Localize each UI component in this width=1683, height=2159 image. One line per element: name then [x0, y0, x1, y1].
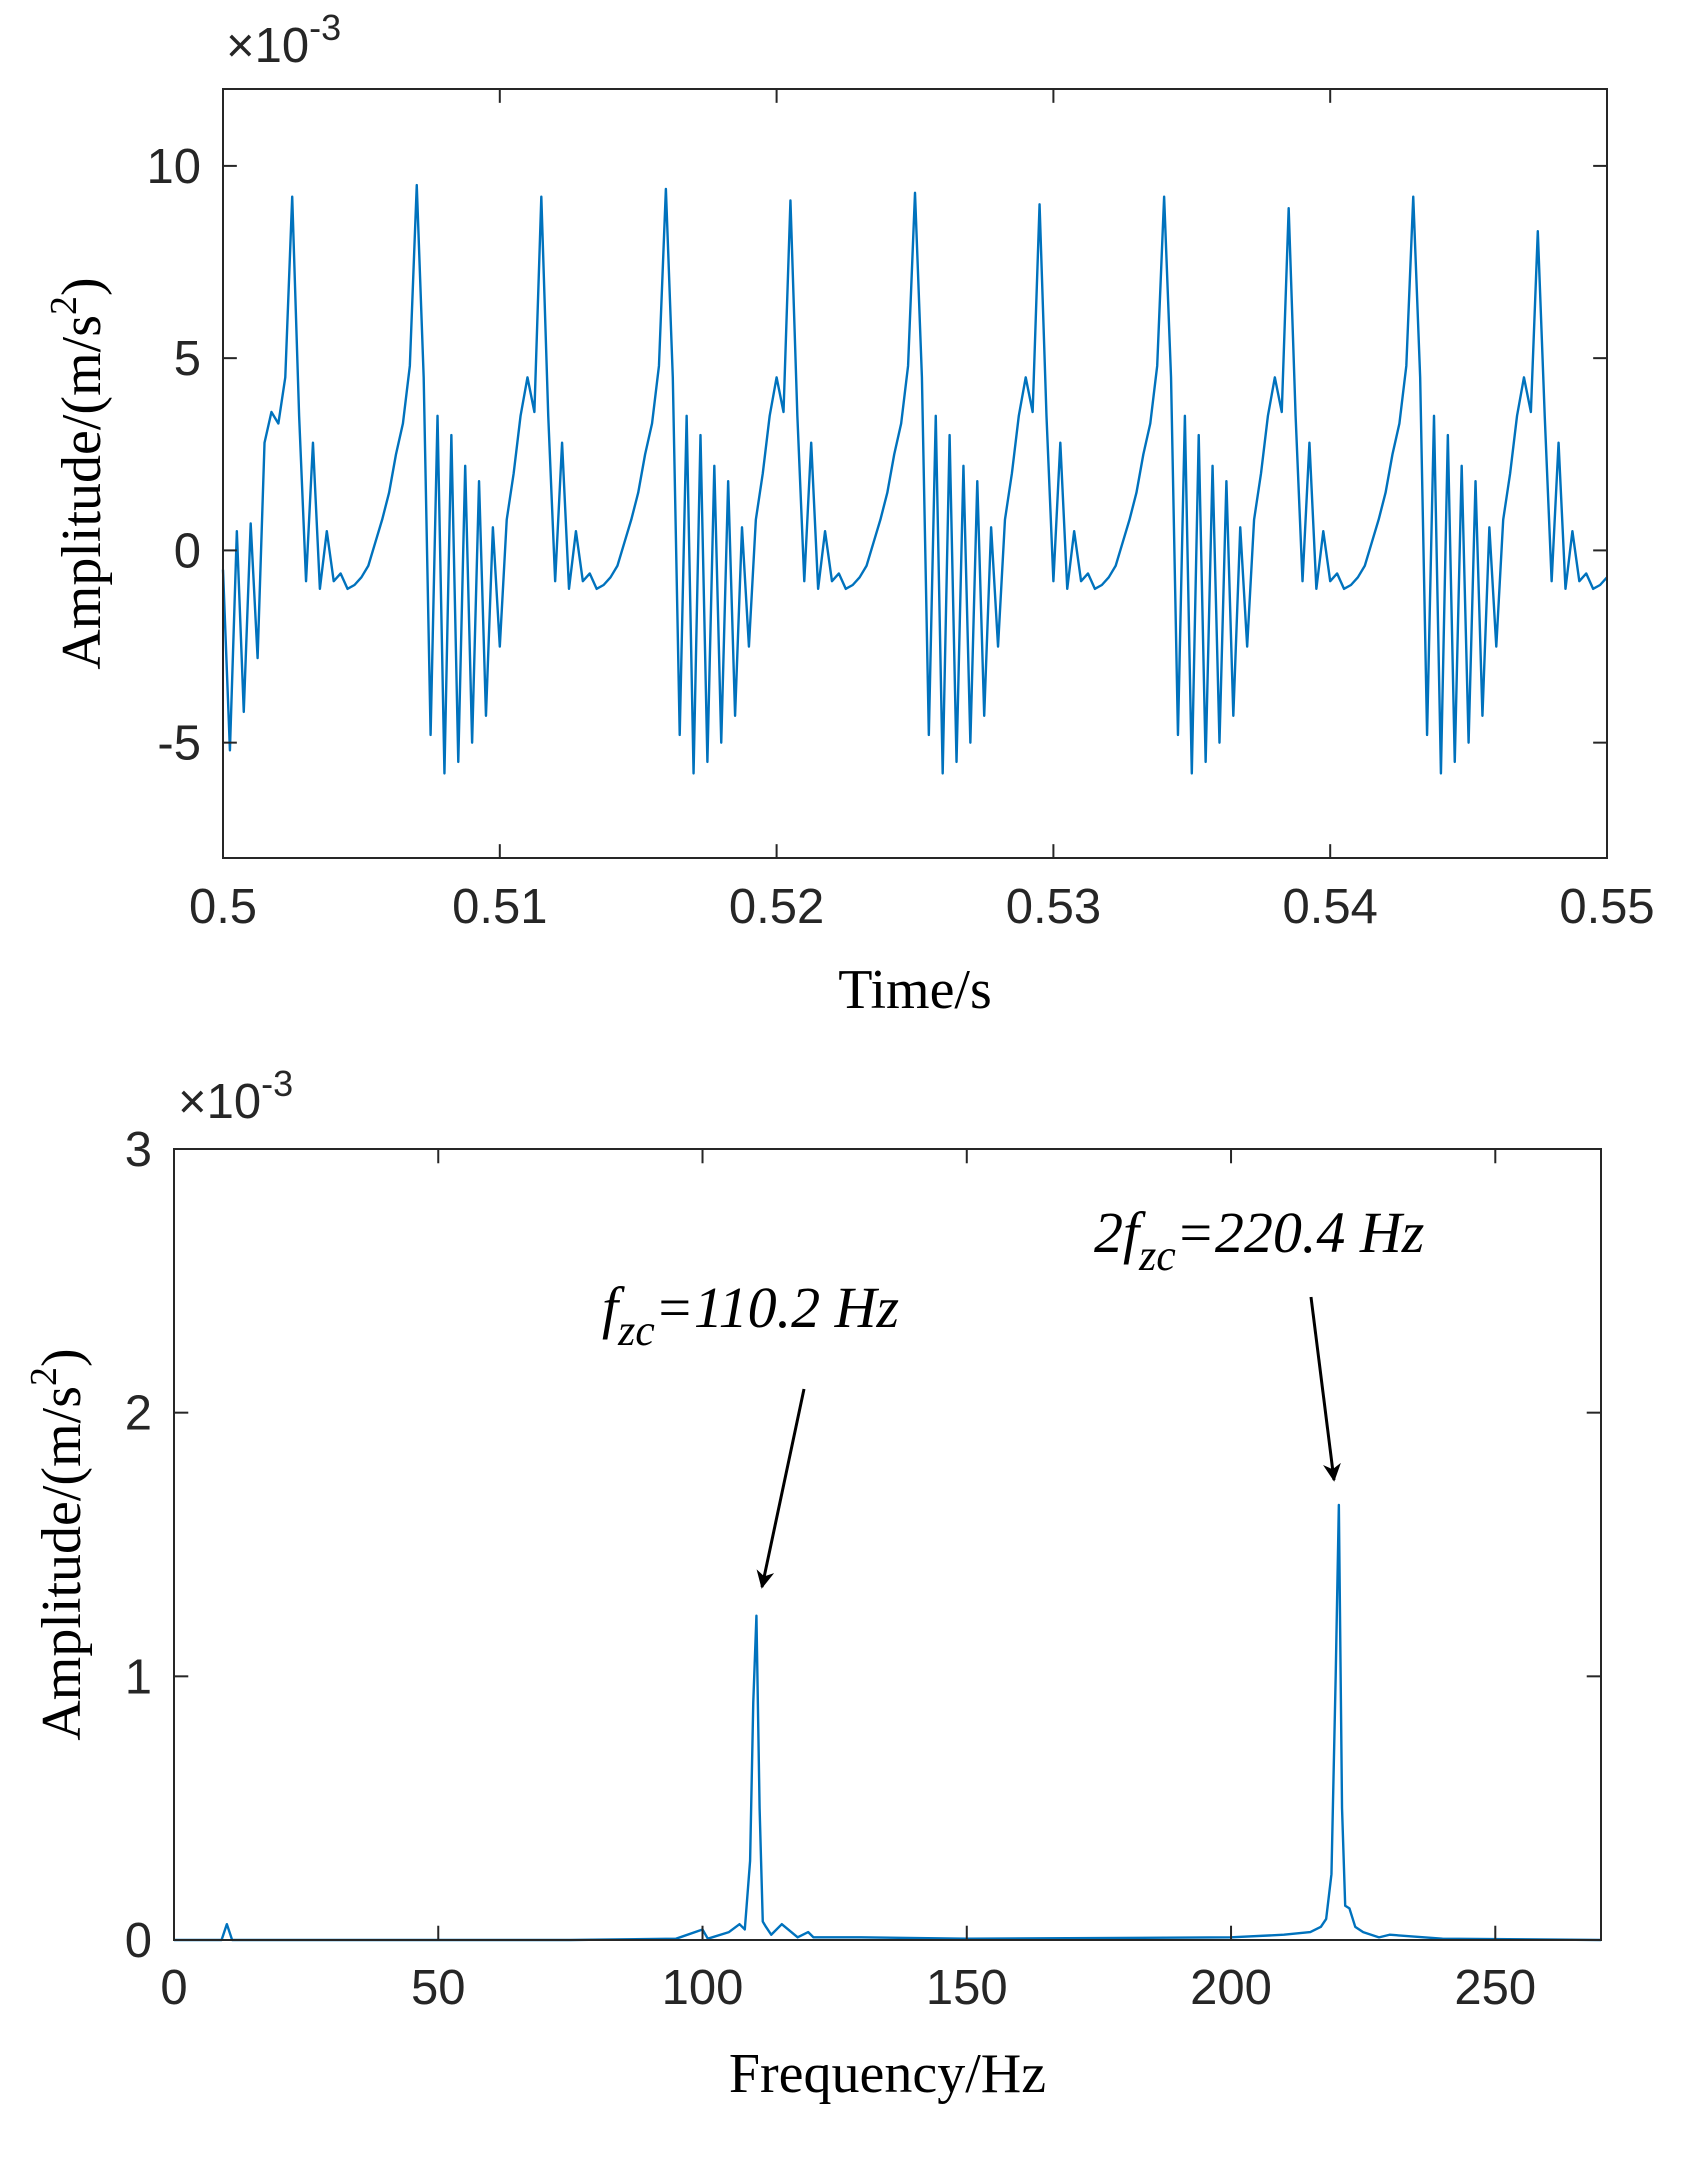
multiplier-base: ×10 [178, 1075, 261, 1129]
annotation: 2fzc=220.4 Hz [1094, 1200, 1424, 1280]
annotation: fzc=110.2 Hz [602, 1275, 899, 1355]
x-tick-label: 0.53 [1006, 880, 1101, 934]
data-line [221, 183, 1608, 775]
y-tick-label: 0 [174, 524, 201, 578]
plot-area [174, 1149, 1601, 1940]
y-tick-label: 1 [125, 1650, 152, 1704]
annotation-rest: =220.4 Hz [1176, 1200, 1425, 1265]
annotation-rest: =110.2 Hz [655, 1275, 899, 1340]
x-tick-label: 0.51 [452, 880, 547, 934]
y-axis-label: Amplitude/(m/s2) [23, 1348, 93, 1740]
multiplier-base: ×10 [226, 19, 309, 73]
multiplier-power: -3 [261, 1063, 293, 1104]
annotation-main: 2f [1094, 1200, 1146, 1265]
x-axis-label: Frequency/Hz [729, 2043, 1046, 2105]
y-label-close: ) [51, 277, 113, 296]
y-tick-label: -5 [157, 717, 201, 771]
y-tick-label: 10 [146, 140, 201, 194]
axes-box [222, 88, 1608, 859]
y-multiplier: ×10-3 [178, 1063, 293, 1129]
chart: 0 50 100 150 200 250 0 1 2 3 ×10-3 Frequency/Hz Ampl… [23, 1063, 1602, 2105]
y-label-main: Amplitude/(m/s [51, 315, 113, 670]
y-tick-label: 3 [125, 1123, 152, 1177]
chart: 0.5 0.51 0.52 0.53 0.54 0.55 -5 0 5 10 ×10-3 Time/s… [43, 7, 1655, 1021]
x-tick-label: 0.5 [189, 880, 257, 934]
multiplier-power: -3 [309, 7, 341, 48]
axes-box [173, 1148, 1602, 1941]
y-tick-label: 5 [174, 332, 201, 386]
x-tick-label: 0.52 [729, 880, 824, 934]
y-tick-label: 0 [125, 1914, 152, 1968]
annotation-arrow [756, 1388, 806, 1589]
y-tick-label: 2 [125, 1387, 152, 1441]
x-tick-label: 150 [926, 1961, 1008, 2015]
x-tick-label: 0.55 [1559, 880, 1654, 934]
annotation-arrow [1309, 1296, 1341, 1482]
data-line [174, 1503, 1602, 1942]
x-tick-label: 250 [1454, 1961, 1536, 2015]
y-label-close: ) [31, 1348, 93, 1367]
x-tick-label: 50 [411, 1961, 466, 2015]
annotation-sub: zc [617, 1306, 655, 1355]
y-label-sup: 2 [43, 296, 85, 315]
x-axis-label: Time/s [838, 959, 992, 1021]
x-tick-label: 100 [662, 1961, 744, 2015]
y-multiplier: ×10-3 [226, 7, 341, 73]
annotation-sub: zc [1138, 1231, 1176, 1280]
x-tick-label: 200 [1190, 1961, 1272, 2015]
y-axis-label: Amplitude/(m/s2) [43, 277, 113, 669]
x-tick-label: 0 [160, 1961, 187, 2015]
x-tick-label: 0.54 [1283, 880, 1378, 934]
y-label-sup: 2 [23, 1367, 65, 1386]
y-label-main: Amplitude/(m/s [31, 1386, 93, 1741]
